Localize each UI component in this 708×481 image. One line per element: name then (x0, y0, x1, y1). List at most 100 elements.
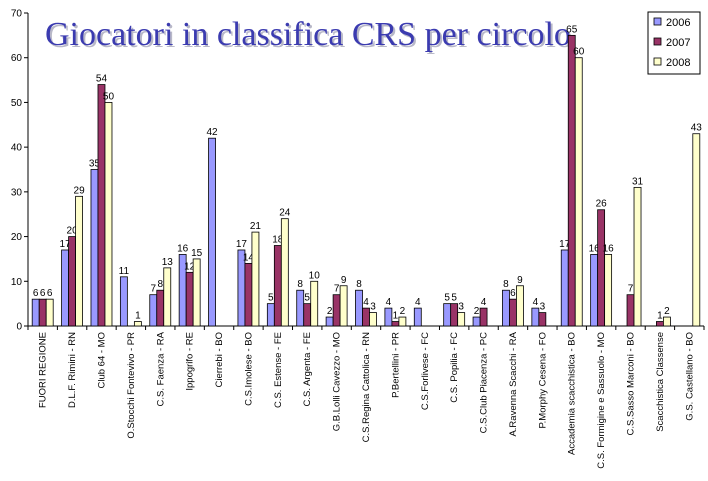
data-label: 17 (236, 239, 248, 250)
data-label: 9 (517, 275, 523, 286)
x-tick-label: Cierrebi - BO (214, 332, 225, 387)
data-label: 2 (664, 306, 670, 317)
bar (633, 186, 642, 327)
bar (398, 316, 407, 327)
data-label: 6 (510, 288, 516, 299)
data-label: 7 (628, 284, 634, 295)
data-label: 17 (559, 239, 571, 250)
legend-swatch (653, 17, 662, 26)
data-label: 42 (206, 127, 218, 138)
data-label: 1 (135, 311, 141, 322)
bar (450, 303, 459, 327)
data-label: 6 (47, 288, 53, 299)
bar (104, 102, 113, 327)
x-tick-label: C.S.Sasso Marconi - BO (626, 332, 637, 435)
data-label: 4 (533, 297, 539, 308)
bar (280, 218, 289, 327)
bar (303, 303, 312, 327)
x-tick-label: C.S. Formigine e Sassuolo - MO (596, 332, 607, 469)
bar (38, 298, 47, 327)
bar (75, 195, 83, 327)
data-label: 43 (691, 123, 703, 134)
bar (362, 307, 370, 327)
y-tick-label: 60 (11, 53, 23, 64)
data-label: 8 (297, 279, 303, 290)
bar (192, 258, 201, 327)
bar (273, 245, 282, 327)
data-label: 18 (272, 235, 284, 246)
y-tick-label: 20 (11, 232, 23, 243)
bar (509, 298, 517, 327)
x-tick-label: D.L.F. Rimini - RN (67, 332, 78, 408)
bar (413, 307, 422, 327)
data-label: 1 (657, 311, 663, 322)
y-tick-label: 50 (11, 98, 23, 109)
data-label: 8 (356, 279, 362, 290)
bar (516, 285, 524, 327)
bar (45, 298, 54, 327)
bar (90, 169, 99, 327)
bar (531, 307, 540, 327)
data-label: 1 (393, 311, 399, 322)
y-tick-label: 70 (11, 9, 23, 20)
bar (355, 289, 363, 327)
bar (560, 249, 569, 327)
x-tick-label: G.S. Castellano - BO (684, 332, 695, 421)
legend-label: 2007 (666, 37, 690, 49)
bar (567, 34, 576, 327)
data-label: 65 (566, 24, 578, 35)
bar (656, 321, 664, 327)
data-label: 2 (474, 306, 480, 317)
data-label: 4 (415, 297, 421, 308)
x-tick-label: Scacchistica Classense (655, 332, 666, 432)
bar (251, 231, 260, 327)
data-label: 4 (386, 297, 392, 308)
data-label: 21 (250, 221, 262, 232)
y-tick-label: 30 (11, 187, 23, 198)
bar (149, 294, 158, 327)
bar (61, 249, 69, 327)
bar (590, 254, 599, 327)
data-label: 24 (279, 208, 291, 219)
bar (626, 294, 635, 327)
data-label: 15 (191, 248, 203, 259)
data-label: 54 (96, 74, 108, 85)
x-tick-label: C.S.Regina Cattolica - RN (361, 332, 372, 442)
data-label: 20 (67, 226, 79, 237)
data-label: 13 (162, 257, 174, 268)
bar (133, 321, 142, 327)
bar (443, 303, 452, 327)
x-tick-label: P.Bertellini - PR (390, 332, 401, 398)
y-tick-label: 10 (11, 277, 23, 288)
x-tick-label: C.S. Argenta - FE (302, 332, 313, 406)
data-label: 11 (119, 266, 130, 277)
bar (325, 316, 334, 327)
data-label: 8 (157, 279, 163, 290)
data-label: 3 (458, 302, 464, 313)
bar (502, 289, 510, 327)
data-label: 7 (334, 284, 340, 295)
bar (384, 307, 393, 327)
data-label: 29 (74, 185, 86, 196)
x-tick-label: C.S. Faenza - RA (155, 331, 166, 406)
bar (266, 303, 275, 327)
data-label: 7 (150, 284, 156, 295)
data-label: 5 (451, 293, 457, 304)
bar (185, 271, 194, 327)
data-label: 16 (177, 243, 189, 254)
x-tick-label: G.B.Lolli Cavezzo - MO (332, 332, 343, 431)
data-label: 3 (370, 302, 376, 313)
data-label: 2 (400, 306, 406, 317)
data-label: 9 (341, 275, 347, 286)
data-label: 16 (589, 243, 601, 254)
bar (296, 289, 305, 327)
bar (479, 307, 488, 327)
bar (244, 262, 253, 327)
bar (119, 276, 128, 327)
x-tick-label: O.Stocchi Fontevivo - PR (126, 332, 137, 439)
bar (332, 294, 341, 327)
data-label: 2 (327, 306, 333, 317)
x-tick-label: C.S. Popilia - FC (449, 332, 460, 403)
x-tick-label: Club 64 - MO (96, 332, 107, 389)
